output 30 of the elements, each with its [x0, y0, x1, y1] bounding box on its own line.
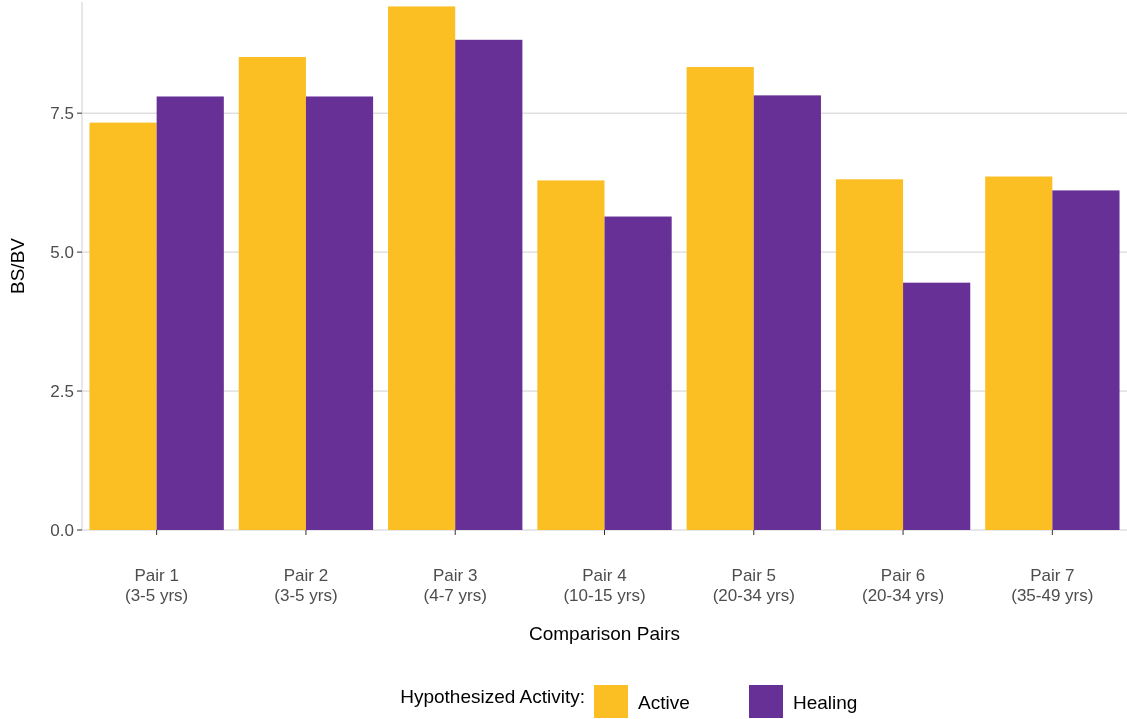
bar: [305, 96, 374, 530]
x-axis-title: Comparison Pairs: [529, 623, 680, 644]
y-axis-title: BS/BV: [7, 237, 28, 294]
bar: [686, 67, 754, 530]
bar: [455, 39, 523, 530]
bar: [238, 57, 306, 530]
bar: [388, 6, 456, 530]
bar: [835, 179, 904, 530]
x-tick-label: Pair 3 (4-7 yrs): [423, 566, 487, 605]
x-tick-label: Pair 2 (3-5 yrs): [274, 566, 338, 605]
legend-label: Healing: [793, 692, 858, 713]
x-tick-label: Pair 5 (20-34 yrs): [712, 566, 795, 605]
bar: [89, 122, 157, 530]
bar: [1052, 190, 1120, 530]
bar: [537, 180, 605, 530]
bar: [903, 282, 971, 530]
bar: [985, 176, 1053, 530]
x-tick-label: Pair 1 (3-5 yrs): [125, 566, 189, 605]
legend-label: Active: [638, 692, 690, 713]
y-tick-label: 2.5: [50, 382, 74, 401]
y-tick-label: 0.0: [50, 520, 74, 540]
y-tick-label: 5.0: [50, 243, 74, 263]
bar: [753, 95, 821, 530]
x-tick-label: Pair 6 (20-34 yrs): [861, 566, 945, 605]
y-tick-label: 7.5: [50, 104, 74, 124]
legend-title: Hypothesized Activity:: [400, 686, 585, 707]
bar: [604, 216, 672, 530]
x-tick-label: Pair 4 (10-15 yrs): [563, 566, 646, 605]
x-tick-label: Pair 7 (35-49 yrs): [1011, 566, 1094, 605]
bar: [156, 96, 224, 530]
